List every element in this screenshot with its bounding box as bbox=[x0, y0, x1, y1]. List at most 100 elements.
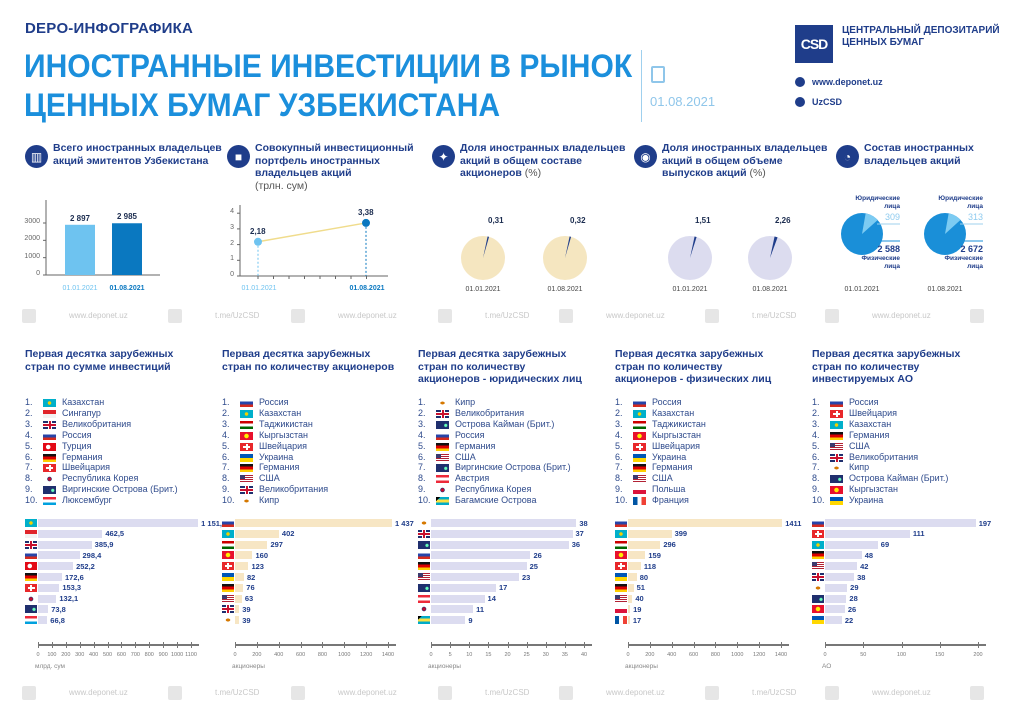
country-name: Кипр bbox=[849, 462, 870, 473]
watermark-text: www.deponet.uz bbox=[872, 688, 931, 697]
x-tick bbox=[107, 642, 109, 648]
flag-vg-icon bbox=[436, 464, 449, 473]
rank-number: 4. bbox=[25, 429, 33, 440]
bar-Острова Кайман (Брит.) bbox=[431, 540, 569, 549]
bar-value: 22 bbox=[844, 615, 854, 625]
bar-Кыргызстан bbox=[235, 551, 253, 560]
bar-Казахстан bbox=[825, 540, 878, 549]
rank-number: 7. bbox=[25, 462, 33, 473]
flag-ru-icon bbox=[633, 399, 646, 407]
flag-kg-icon bbox=[830, 486, 843, 495]
country-name: Украина bbox=[652, 451, 687, 462]
section-title: Первая десятка зарубежных стран по сумме … bbox=[25, 348, 220, 373]
x-tick bbox=[759, 642, 761, 648]
x-tick bbox=[628, 642, 629, 648]
bar-value: 298,4 bbox=[82, 550, 102, 560]
x-tick-label: 35 bbox=[561, 652, 568, 658]
x-tick-label: 800 bbox=[144, 652, 154, 658]
bar-value: 252,2 bbox=[76, 561, 95, 571]
kpi-title: Доля иностранных владельцев акций в обще… bbox=[460, 142, 626, 179]
bar-value: 153,3 bbox=[62, 583, 82, 593]
pie-base bbox=[461, 236, 505, 280]
x-tick-label: 600 bbox=[295, 652, 306, 658]
flag-fr-icon bbox=[633, 497, 646, 506]
flag-lu-icon bbox=[25, 616, 37, 625]
legal-value: 309 bbox=[884, 212, 900, 222]
flag-us-icon bbox=[436, 453, 449, 462]
rank-number: 4. bbox=[222, 429, 230, 440]
bar-value: 66,8 bbox=[50, 615, 65, 625]
bar-value: 2 985 bbox=[116, 212, 138, 222]
x-tick bbox=[344, 642, 346, 648]
country-name: Германия bbox=[849, 429, 890, 440]
physical-label: Физические bbox=[861, 255, 900, 262]
rank-number: 3. bbox=[812, 418, 820, 429]
y-tick-label: 1000 bbox=[24, 252, 40, 260]
flag-ru-icon bbox=[25, 551, 37, 560]
flag-tj-icon bbox=[633, 420, 646, 429]
section-title-line: Первая десятка зарубежных bbox=[222, 348, 371, 360]
flag-gb-icon bbox=[240, 486, 253, 495]
bar-Германия bbox=[38, 573, 62, 581]
website-link[interactable]: www.deponet.uz bbox=[795, 77, 883, 87]
x-tick-label: 600 bbox=[116, 652, 127, 658]
pie-base bbox=[668, 236, 712, 280]
flag-gb-icon bbox=[25, 540, 37, 549]
country-name: Кыргызстан bbox=[849, 484, 898, 495]
x-category: 01.08.2021 bbox=[349, 285, 385, 292]
bar-value: 123 bbox=[251, 561, 264, 571]
flag-pl-icon bbox=[615, 605, 627, 614]
rank-number: 9. bbox=[812, 484, 820, 495]
x-tick bbox=[526, 642, 528, 648]
pie-base bbox=[748, 236, 792, 280]
point-01.01.2021 bbox=[254, 237, 262, 246]
flag-us-icon bbox=[222, 594, 234, 603]
bar-Острова Кайман (Брит.) bbox=[825, 594, 847, 603]
watermark-logo bbox=[970, 309, 984, 323]
kpi-title: Доля иностранных владельцев акций в обще… bbox=[662, 142, 828, 179]
physical-label: лица bbox=[884, 263, 900, 270]
divider bbox=[641, 50, 642, 122]
x-tick-label: 15 bbox=[485, 652, 492, 658]
rank-number: 7. bbox=[418, 462, 426, 473]
rank-number: 4. bbox=[418, 429, 426, 440]
watermark-logo bbox=[22, 309, 36, 323]
country-name: Казахстан bbox=[849, 418, 892, 429]
section-title-line: стран по количеству bbox=[615, 360, 723, 373]
x-tick-label: 1200 bbox=[360, 652, 373, 658]
bar-Кипр bbox=[431, 519, 577, 527]
pie-chart-icon: ◔ bbox=[836, 145, 859, 168]
flag-at-icon bbox=[418, 594, 430, 603]
rank-number: 8. bbox=[222, 473, 230, 484]
bar-Кипр bbox=[825, 583, 848, 592]
rank-number: 7. bbox=[222, 462, 230, 473]
bar-Кыргызстан bbox=[628, 551, 646, 560]
x-tick bbox=[38, 642, 39, 648]
section-title-line: Первая десятка зарубежных bbox=[812, 348, 961, 360]
watermark-logo bbox=[705, 686, 719, 700]
x-tick bbox=[450, 642, 452, 648]
bar-value: 76 bbox=[246, 583, 255, 593]
country-name: Германия bbox=[62, 451, 103, 462]
bar-Швейцария bbox=[235, 562, 249, 571]
pie-slice-foreign bbox=[770, 236, 778, 258]
country-name: Швейцария bbox=[652, 440, 701, 451]
bar-Швейцария bbox=[38, 583, 60, 592]
flag-kg-icon bbox=[615, 551, 627, 560]
x-tick-label: 200 bbox=[973, 652, 983, 658]
x-tick bbox=[693, 642, 695, 648]
bar-Великобритания bbox=[235, 605, 240, 614]
x-tick-label: 1400 bbox=[381, 652, 395, 658]
x-tick bbox=[649, 642, 651, 648]
flag-kz-icon bbox=[830, 420, 843, 429]
watermark-logo bbox=[168, 309, 182, 323]
bar-Россия bbox=[38, 551, 80, 560]
rank-number: 6. bbox=[418, 451, 426, 462]
flag-ch-icon bbox=[43, 464, 56, 473]
watermark-logo bbox=[438, 309, 452, 323]
y-tick-label: 0 bbox=[36, 270, 40, 277]
country-name: Люксембург bbox=[62, 495, 112, 506]
telegram-link[interactable]: UzCSD bbox=[795, 97, 842, 107]
bar-Швейцария bbox=[628, 562, 641, 571]
bar-Кыргызстан bbox=[825, 605, 845, 614]
